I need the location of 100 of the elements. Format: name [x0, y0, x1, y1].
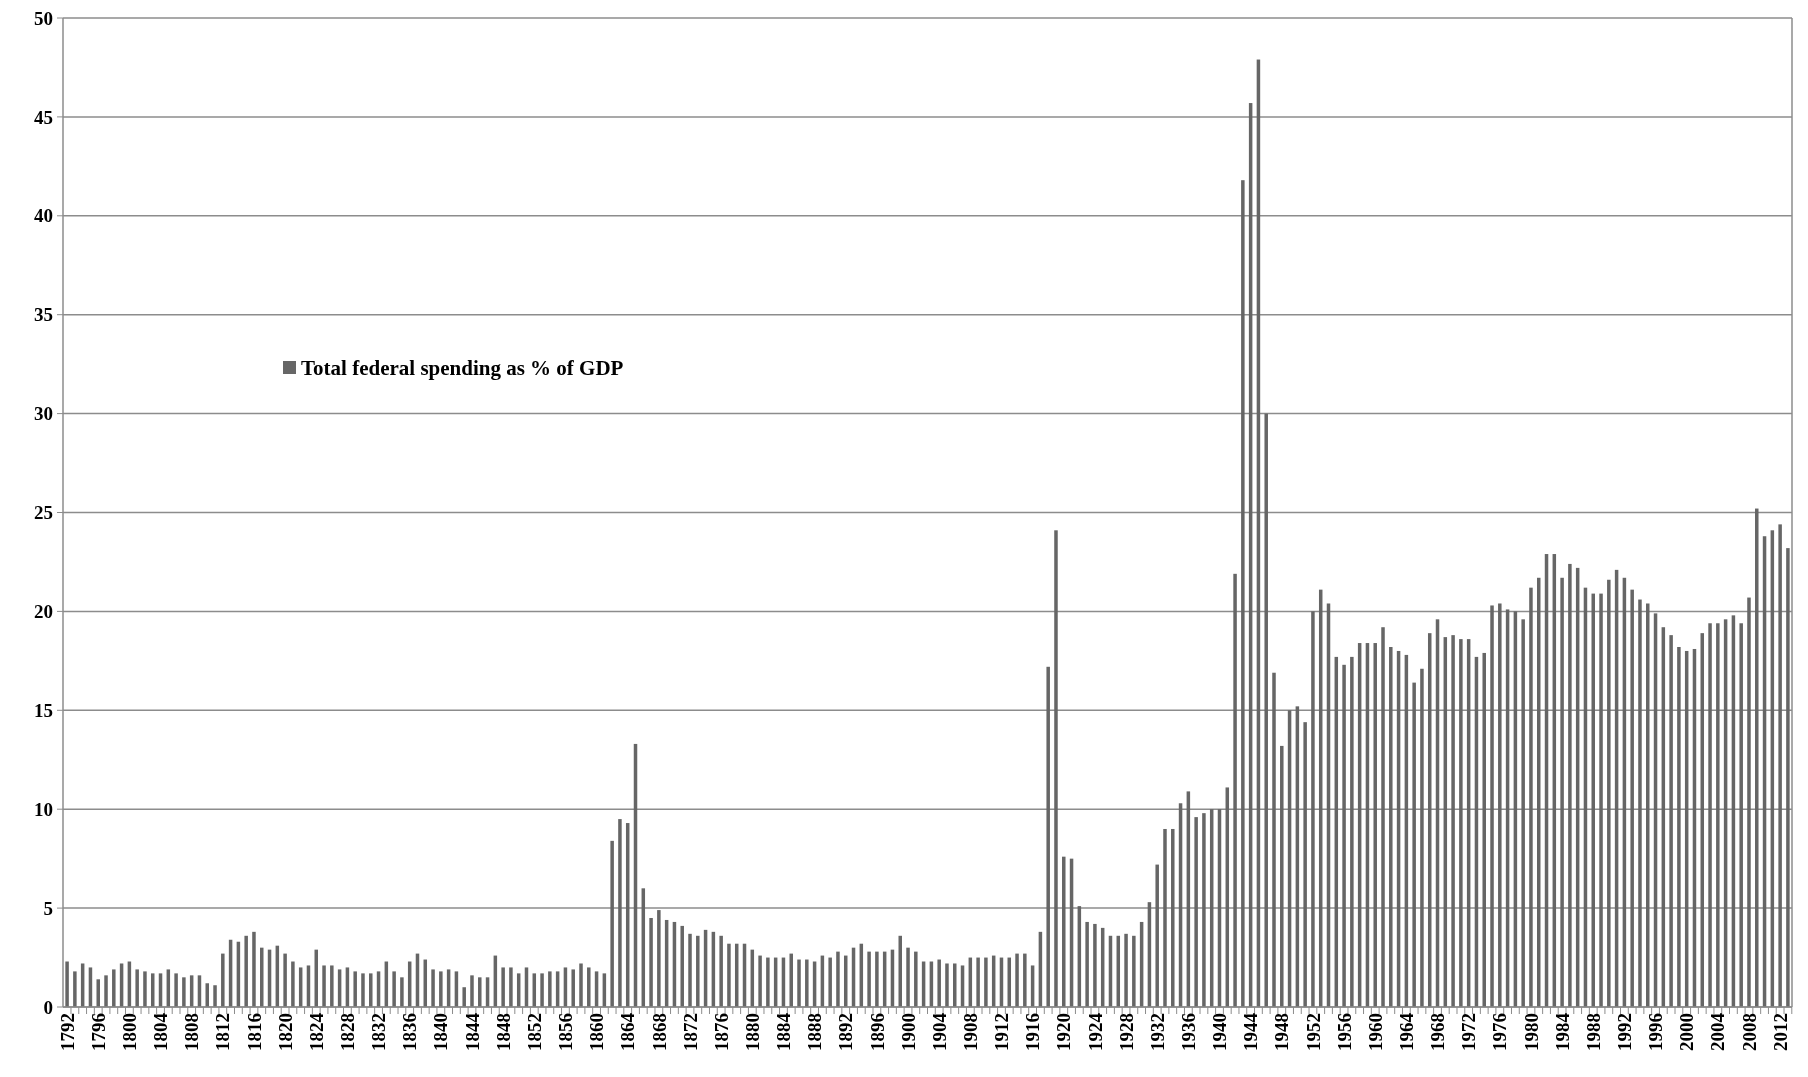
x-tick-label: 1844	[461, 1012, 483, 1051]
bar	[1155, 864, 1159, 1007]
x-tick-label: 1840	[430, 1013, 452, 1051]
bar	[906, 947, 910, 1007]
x-tick-label: 1824	[305, 1012, 327, 1051]
x-tick-label: 1960	[1364, 1013, 1386, 1051]
x-tick-label: 1896	[866, 1013, 888, 1051]
bar	[953, 963, 957, 1007]
bar	[587, 967, 591, 1007]
bar	[1459, 639, 1463, 1007]
x-tick-label: 1968	[1427, 1013, 1449, 1051]
x-tick-label: 1884	[773, 1012, 795, 1051]
y-tick-label: 50	[34, 7, 53, 29]
x-tick-label: 1816	[243, 1013, 265, 1051]
bar	[797, 959, 801, 1007]
bar	[1638, 599, 1642, 1007]
bar	[252, 931, 256, 1007]
x-tick-label: 1932	[1146, 1013, 1168, 1051]
bar	[1062, 856, 1066, 1007]
x-tick-label: 1904	[928, 1012, 950, 1051]
x-tick-label: 1820	[274, 1013, 296, 1051]
bar	[1560, 577, 1564, 1007]
bar	[1280, 745, 1284, 1007]
bar	[727, 943, 731, 1007]
bar	[1272, 672, 1276, 1007]
bar	[400, 977, 404, 1007]
bar	[1264, 413, 1268, 1007]
x-tick-label: 1996	[1645, 1013, 1667, 1051]
bar	[789, 953, 793, 1007]
bar	[260, 947, 264, 1007]
bar	[392, 971, 396, 1007]
y-tick-label: 20	[34, 601, 53, 623]
bar	[1194, 817, 1198, 1007]
bar	[758, 955, 762, 1007]
x-tick-label: 1792	[56, 1013, 78, 1051]
x-tick-label: 1880	[741, 1013, 763, 1051]
x-tick-label: 1912	[991, 1013, 1013, 1051]
bar	[657, 910, 661, 1007]
x-tick-label: 1920	[1053, 1013, 1075, 1051]
x-tick-label: 1952	[1302, 1013, 1324, 1051]
bar	[1677, 647, 1681, 1007]
bar	[1498, 603, 1502, 1007]
bar	[462, 987, 466, 1007]
x-tick-label: 1964	[1396, 1012, 1418, 1051]
bar	[1490, 605, 1494, 1007]
x-tick-label: 1888	[804, 1013, 826, 1051]
bar	[501, 967, 505, 1007]
bar	[112, 969, 116, 1007]
bar	[649, 917, 653, 1007]
y-tick-label: 40	[34, 205, 53, 227]
bar	[1202, 813, 1206, 1007]
bar	[867, 951, 871, 1007]
x-tick-label: 1948	[1271, 1013, 1293, 1051]
x-tick-label: 2004	[1707, 1012, 1729, 1051]
x-tick-label: 1956	[1333, 1013, 1355, 1051]
x-tick-label: 1936	[1178, 1013, 1199, 1051]
bar	[322, 965, 326, 1007]
bar	[205, 983, 209, 1007]
bar	[431, 969, 435, 1007]
x-tick-label: 1972	[1458, 1013, 1480, 1051]
x-tick-label: 1924	[1084, 1012, 1106, 1051]
bar	[1132, 935, 1136, 1007]
bar	[1669, 635, 1673, 1007]
bar	[439, 971, 443, 1007]
bar	[1342, 664, 1346, 1007]
bar	[1630, 589, 1634, 1007]
bar	[1124, 933, 1128, 1007]
x-tick-label: 1980	[1520, 1013, 1542, 1051]
bar	[65, 961, 69, 1007]
bar	[1023, 953, 1027, 1007]
bar	[1311, 611, 1315, 1007]
bar	[1591, 593, 1595, 1007]
bar	[579, 963, 583, 1007]
x-tick-label: 1836	[399, 1013, 421, 1051]
bar	[182, 977, 186, 1007]
x-tick-label: 1916	[1022, 1013, 1044, 1051]
bar	[96, 979, 100, 1007]
bar	[213, 985, 217, 1007]
bar	[1420, 668, 1424, 1007]
x-tick-label: 1976	[1489, 1013, 1511, 1051]
bar	[1778, 524, 1782, 1007]
x-tick-label: 2000	[1676, 1013, 1698, 1051]
bar	[1350, 656, 1354, 1007]
y-tick-label: 25	[34, 502, 53, 524]
bar	[1708, 623, 1712, 1007]
y-tick-label: 15	[34, 699, 53, 721]
bar	[361, 973, 365, 1007]
bar	[766, 957, 770, 1007]
x-tick-label: 1804	[150, 1012, 172, 1051]
bar	[719, 935, 723, 1007]
x-tick-label: 1992	[1614, 1013, 1636, 1051]
bar	[478, 977, 482, 1007]
x-tick-label: 1984	[1551, 1012, 1573, 1051]
bar	[509, 967, 513, 1007]
bar	[1085, 921, 1089, 1007]
y-tick-label: 45	[34, 106, 53, 128]
bar	[1568, 563, 1572, 1007]
x-tick-label: 1796	[87, 1013, 109, 1051]
bar	[984, 957, 988, 1007]
x-tick-label: 1900	[897, 1013, 919, 1051]
